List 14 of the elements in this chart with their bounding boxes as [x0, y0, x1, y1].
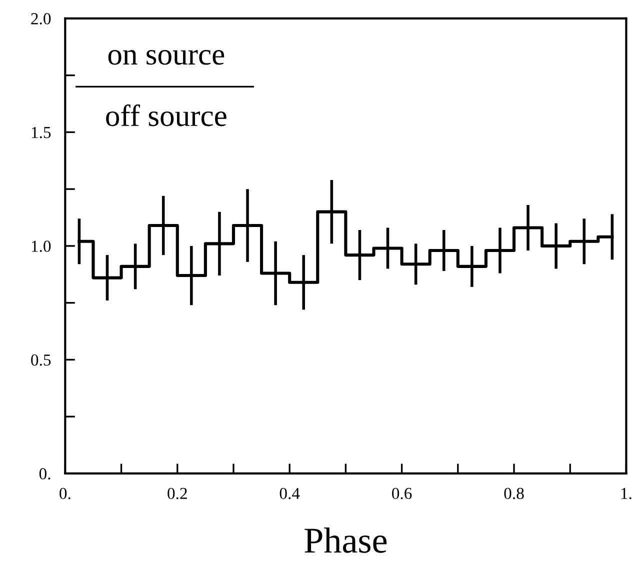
- x-axis-title: Phase: [304, 527, 387, 553]
- x-tick-label: 0.8: [504, 488, 524, 500]
- y-tick-label: 1.0: [32, 240, 51, 252]
- y-tick-label: 0.5: [31, 354, 51, 366]
- annotation: on source: [108, 50, 224, 65]
- y-tick-label: 0.: [39, 468, 50, 480]
- x-tick-label: 0.: [60, 488, 70, 500]
- y-tick-label: 2.0: [31, 13, 51, 24]
- x-tick-label: 0.2: [168, 488, 187, 500]
- x-tick-label: 0.4: [280, 488, 300, 500]
- annotation: off source: [106, 104, 226, 126]
- x-tick-label: 0.6: [392, 488, 412, 500]
- y-tick-label: 1.5: [32, 126, 51, 138]
- x-tick-label: 1.: [621, 488, 632, 500]
